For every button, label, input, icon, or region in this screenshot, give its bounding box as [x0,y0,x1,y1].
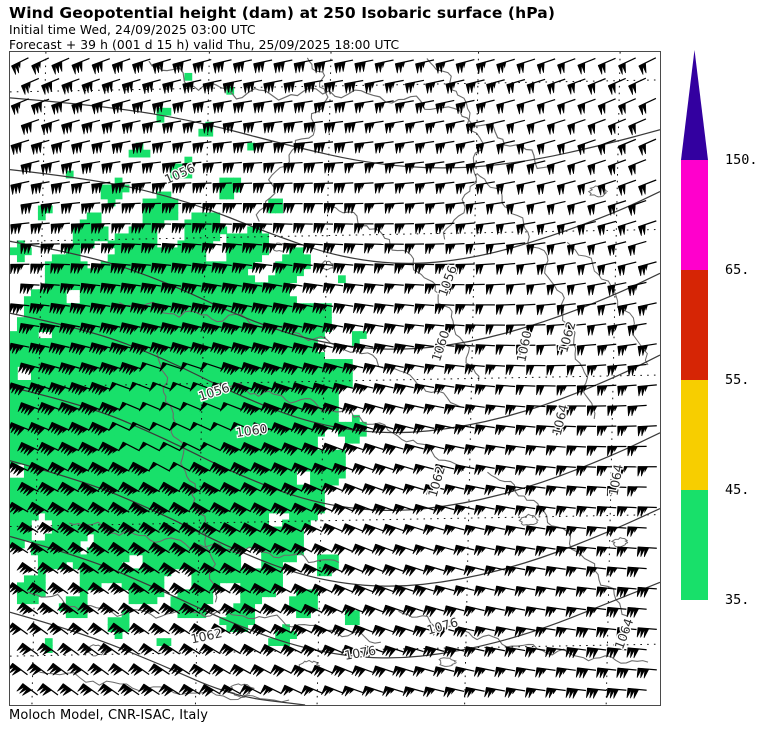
wind-barbs-layer [10,57,657,699]
colorbar-band-yellow [681,380,708,490]
colorbar-tick-45: 45. [725,482,750,498]
chart-header: Wind Geopotential height (dam) at 250 Is… [9,0,709,52]
colorbar-band-red [681,270,708,380]
colorbar-tick-65: 65. [725,262,750,278]
colorbar-band-green [681,490,708,600]
forecast-line: Forecast + 39 h (001 d 15 h) valid Thu, … [9,37,400,52]
colorbar-arrow-tip [681,50,708,160]
svg-text:1060: 1060 [235,421,269,440]
colorbar-band-magenta [681,160,708,270]
page-title: Wind Geopotential height (dam) at 250 Is… [9,4,556,22]
colorbar-tick-55: 55. [725,372,750,388]
graticule-layer [10,52,660,705]
colorbar-tick-35: 35. [725,592,750,608]
colorbar-tick-labels: 150. 65. 55. 45. 35. [681,50,759,610]
colorbar-tick-150: 150. [725,152,758,168]
map-panel[interactable]: 1056 1056 1056 1060 1060 1060 1062 1062 1062 1064… [9,51,661,706]
svg-text:1064: 1064 [606,463,626,497]
model-credit: Moloch Model, CNR-ISAC, Italy [9,708,208,723]
svg-text:1076: 1076 [343,643,377,663]
colorbar [681,50,708,600]
initial-time-line: Initial time Wed, 24/09/2025 03:00 UTC [9,23,256,37]
